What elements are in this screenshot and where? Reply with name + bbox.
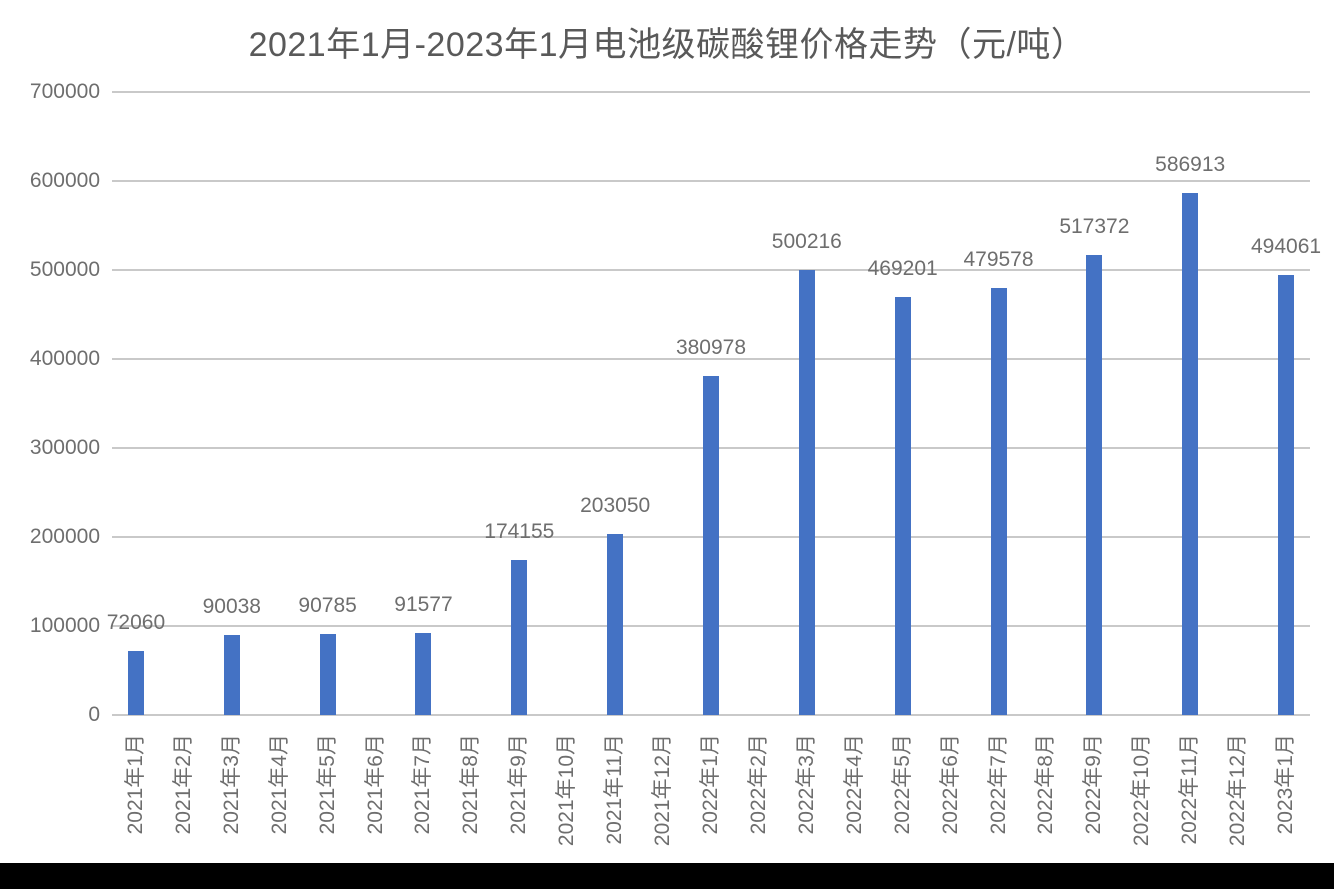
- bar: [798, 269, 815, 715]
- bar: [1086, 254, 1103, 715]
- bar-value-label: 203050: [580, 494, 651, 518]
- x-axis-tick-label: 2022年11月: [1178, 734, 1202, 845]
- x-axis-tick-label: 2021年2月: [171, 734, 195, 835]
- y-axis-tick-label: 700000: [29, 80, 100, 103]
- x-axis-tick-label: 2022年2月: [746, 734, 770, 835]
- y-axis-tick-label: 100000: [29, 614, 100, 637]
- x-axis-tick-label: 2022年4月: [842, 734, 866, 835]
- chart-title: 2021年1月-2023年1月电池级碳酸锂价格走势（元/吨）: [248, 26, 1086, 64]
- x-axis-tick-label: 2022年3月: [794, 734, 818, 835]
- bar: [319, 634, 336, 715]
- x-axis-tick-label: 2022年6月: [938, 734, 962, 835]
- x-axis-tick-label: 2021年5月: [315, 734, 339, 835]
- x-axis-tick-label: 2022年10月: [1130, 734, 1154, 847]
- bar: [223, 634, 240, 715]
- x-axis-tick-label: 2022年9月: [1082, 734, 1106, 835]
- bar-value-label: 91577: [394, 593, 453, 617]
- x-axis-tick-label: 2022年5月: [890, 734, 914, 835]
- y-axis-tick-label: 600000: [29, 169, 100, 192]
- x-axis-tick-label: 2021年9月: [507, 734, 531, 835]
- y-axis-tick-label: 300000: [29, 436, 100, 459]
- x-axis-tick-label: 2021年1月: [123, 734, 147, 835]
- bottom-black-strip: [0, 863, 1334, 889]
- x-axis-tick-label: 2021年11月: [603, 734, 627, 845]
- bar: [703, 375, 719, 715]
- bar: [1182, 192, 1199, 715]
- gridline: [112, 358, 1310, 360]
- bar-value-label: 586913: [1155, 152, 1226, 176]
- bar-value-label: 479578: [963, 248, 1034, 272]
- y-axis-tick-label: 500000: [29, 258, 100, 281]
- gridline: [112, 269, 1310, 271]
- x-axis-tick-label: 2022年7月: [986, 734, 1010, 835]
- y-axis-tick-label: 400000: [29, 347, 100, 370]
- gridline: [112, 180, 1310, 182]
- bar-value-label: 469201: [867, 257, 938, 281]
- x-axis-tick-label: 2021年8月: [459, 734, 483, 835]
- x-axis-tick-label: 2022年12月: [1226, 734, 1250, 847]
- x-axis-tick-label: 2021年12月: [651, 734, 675, 847]
- bar-value-label: 500216: [771, 229, 842, 253]
- bar-value-label: 494061: [1250, 235, 1322, 259]
- bar: [1278, 275, 1295, 715]
- bar: [511, 560, 528, 715]
- x-axis-tick-label: 2021年7月: [411, 734, 435, 835]
- x-axis-tick-label: 2021年4月: [267, 734, 291, 835]
- x-axis-tick-label: 2022年1月: [699, 734, 722, 835]
- bar: [990, 288, 1007, 715]
- x-axis-tick-label: 2023年1月: [1274, 734, 1298, 835]
- bar: [415, 633, 432, 715]
- x-axis-tick-label: 2021年3月: [219, 734, 243, 835]
- bar: [607, 534, 624, 715]
- x-axis-tick-label: 2022年8月: [1034, 734, 1058, 835]
- y-axis-tick-label: 0: [88, 703, 100, 726]
- bar-value-label: 72060: [106, 610, 166, 634]
- bar: [127, 650, 144, 715]
- y-axis-tick-label: 200000: [29, 525, 100, 548]
- bar-value-label: 90038: [202, 594, 261, 618]
- gridline: [112, 714, 1310, 716]
- bar: [894, 297, 911, 715]
- x-axis-tick-label: 2021年10月: [555, 734, 579, 847]
- bar-value-label: 174155: [484, 520, 555, 543]
- bar-value-label: 380978: [675, 335, 747, 359]
- bar-value-label: 90785: [298, 594, 357, 618]
- gridline: [112, 91, 1310, 93]
- bar-value-label: 517372: [1059, 214, 1130, 238]
- x-axis-tick-label: 2021年6月: [363, 734, 387, 835]
